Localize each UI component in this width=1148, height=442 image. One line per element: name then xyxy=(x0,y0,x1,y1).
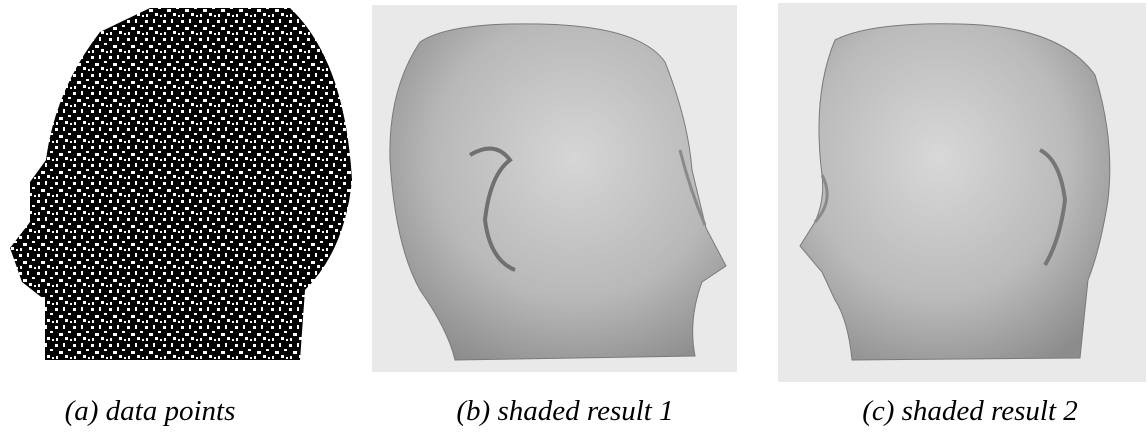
panel-c: (c) shaded result 2 xyxy=(778,3,1146,427)
point-cloud-head xyxy=(10,8,352,360)
figure: (a) data points (b) shaded result 1 (c) … xyxy=(0,0,1148,442)
caption: (a) data points xyxy=(65,395,236,427)
panel-b: (b) shaded result 1 xyxy=(372,5,737,427)
caption: (c) shaded result 2 xyxy=(862,395,1078,427)
caption: (b) shaded result 1 xyxy=(456,395,673,427)
panel-a: (a) data points xyxy=(10,8,352,427)
